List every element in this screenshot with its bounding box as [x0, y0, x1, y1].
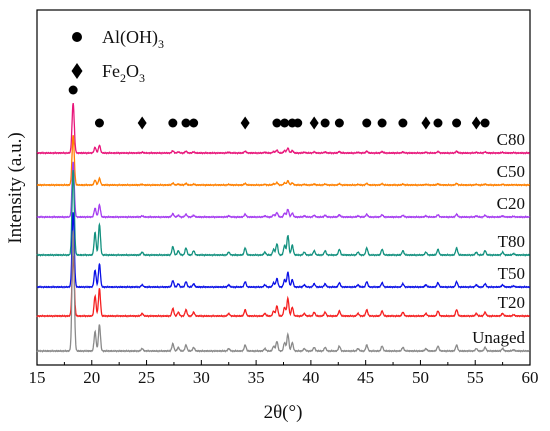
series-c80-line — [36, 102, 530, 155]
series-t80-line — [36, 170, 530, 257]
legend: Al(OH)3 Fe2O3 — [71, 27, 164, 85]
x-tick-label: 55 — [467, 368, 484, 387]
peak-circle-marker — [189, 118, 199, 128]
x-tick-label: 30 — [193, 368, 210, 387]
x-tick-label: 15 — [29, 368, 46, 387]
x-tick-label: 40 — [302, 368, 319, 387]
series-label-t20: T20 — [498, 293, 525, 312]
series-label-c50: C50 — [497, 162, 525, 181]
series-layer — [36, 102, 531, 353]
peak-diamond-marker — [137, 116, 147, 130]
peak-circle-marker — [398, 118, 408, 128]
legend-circle-marker — [72, 32, 82, 42]
peak-diamond-marker — [309, 116, 319, 130]
series-label-t80: T80 — [498, 232, 525, 251]
series-t20-line — [36, 255, 531, 318]
series-unaged-line — [36, 230, 531, 353]
series-label-t50: T50 — [498, 264, 525, 283]
legend-alohh3-label: Al(OH)3 — [102, 27, 164, 51]
marker-row — [68, 85, 490, 130]
series-t50-line — [36, 212, 531, 289]
x-tick-label: 45 — [357, 368, 374, 387]
series-label-unaged: Unaged — [472, 328, 525, 347]
peak-diamond-marker — [240, 116, 250, 130]
series-c20-line — [36, 161, 531, 219]
peak-circle-marker — [181, 118, 191, 128]
peak-circle-marker — [272, 118, 282, 128]
peak-circle-marker — [480, 118, 490, 128]
peak-diamond-marker — [471, 116, 481, 130]
peak-circle-marker — [452, 118, 462, 128]
x-tick-label: 35 — [248, 368, 265, 387]
y-axis-title: Intensity (a.u.) — [5, 132, 26, 243]
legend-diamond-marker — [71, 63, 83, 79]
peak-circle-marker — [334, 118, 344, 128]
legend-fe2o3-label: Fe2O3 — [102, 61, 145, 85]
series-label-c80: C80 — [497, 130, 525, 149]
x-tick-label: 20 — [83, 368, 100, 387]
peak-diamond-marker — [421, 116, 431, 130]
series-labels: C80 C50 C20 T80 T50 T20 Unaged — [472, 130, 525, 347]
x-tick-label: 25 — [138, 368, 155, 387]
peak-circle-marker — [168, 118, 178, 128]
peak-circle-marker — [433, 118, 443, 128]
series-c50-line — [36, 135, 531, 187]
x-axis-title: 2θ(°) — [264, 402, 303, 423]
peak-circle-marker — [68, 85, 78, 95]
peak-circle-marker — [94, 118, 104, 128]
x-axis: 15 20 25 30 35 40 45 50 55 60 — [29, 360, 539, 387]
peak-circle-marker — [320, 118, 330, 128]
peak-circle-marker — [280, 118, 290, 128]
peak-circle-marker — [377, 118, 387, 128]
series-label-c20: C20 — [497, 194, 525, 213]
x-tick-label: 60 — [522, 368, 539, 387]
x-tick-label: 50 — [412, 368, 429, 387]
peak-circle-marker — [293, 118, 303, 128]
peak-circle-marker — [362, 118, 372, 128]
